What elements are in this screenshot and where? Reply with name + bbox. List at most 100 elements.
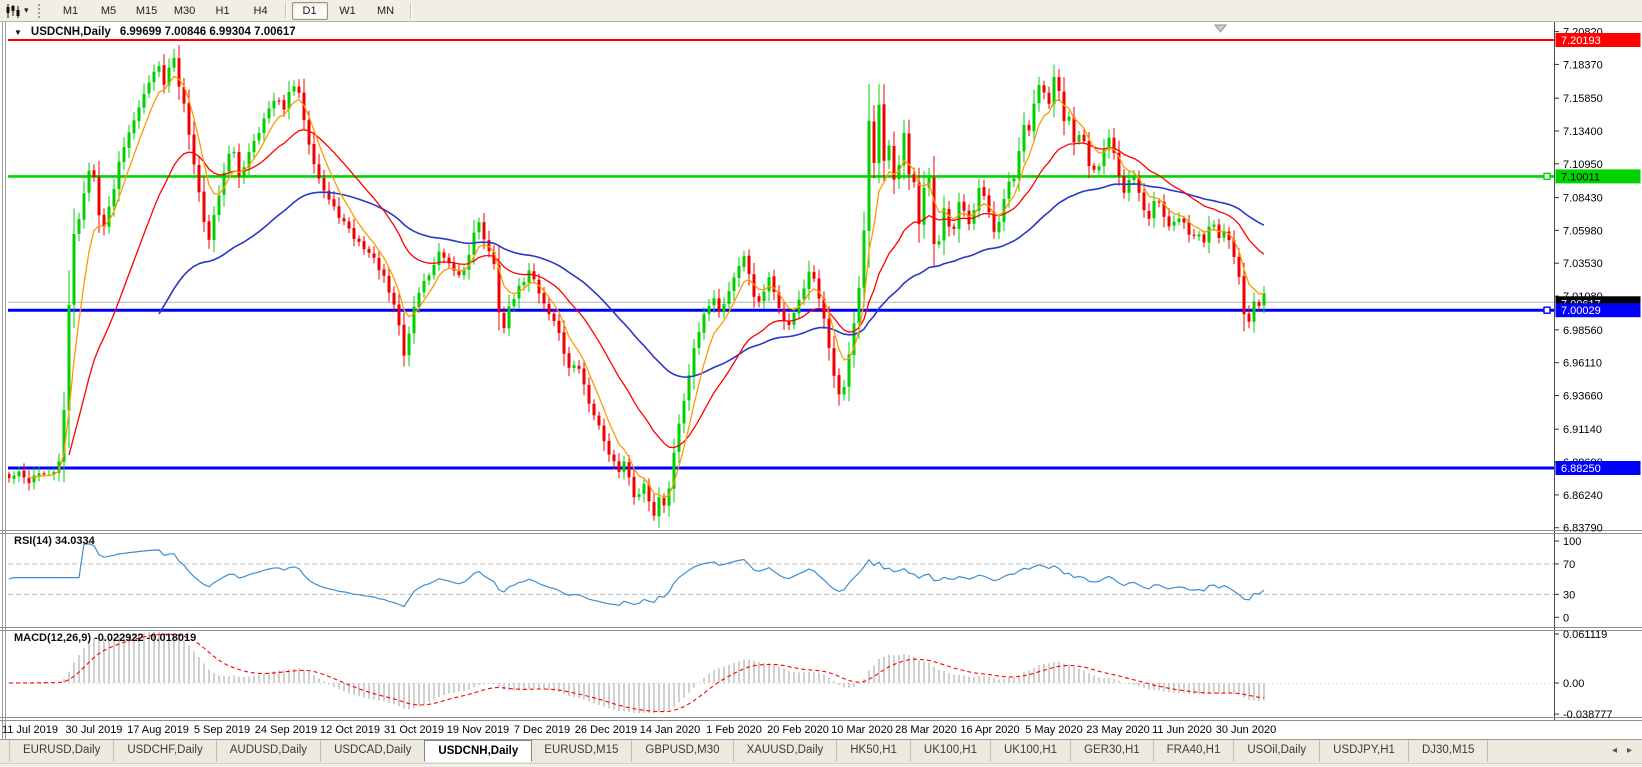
svg-text:28 Mar 2020: 28 Mar 2020	[895, 724, 957, 736]
svg-text:7.20193: 7.20193	[1561, 35, 1601, 47]
hline-handle[interactable]	[1543, 172, 1551, 181]
chart-ohlc-values: 6.99699 7.00846 6.99304 7.00617	[119, 26, 296, 38]
moving-averages-layer	[28, 75, 1265, 499]
timeframe-button-h1[interactable]: H1	[215, 4, 230, 17]
chart-tab-xauusd-daily[interactable]: XAUUSD,Daily	[734, 740, 838, 762]
timeframe-button-m30[interactable]: M30	[173, 4, 196, 17]
svg-text:6.96110: 6.96110	[1563, 358, 1602, 370]
svg-text:24 Sep 2019: 24 Sep 2019	[255, 724, 317, 736]
tab-scroll-left-icon[interactable]: ◂	[1611, 745, 1617, 756]
candlestick-chart-icon	[6, 3, 20, 18]
chart-tabs: EURUSD,Daily USDCHF,Daily AUDUSD,Daily USDC…	[0, 740, 1642, 762]
svg-text:7 Dec 2019: 7 Dec 2019	[514, 724, 570, 736]
chart-symbol-label: USDCNH,Daily	[30, 26, 111, 38]
svg-text:7.10950: 7.10950	[1563, 159, 1603, 171]
svg-text:7.13400: 7.13400	[1563, 126, 1603, 138]
chart-tab-gbpusd-m30[interactable]: GBPUSD,M30	[632, 740, 734, 762]
svg-text:0: 0	[1563, 612, 1569, 624]
ma-slow-line	[158, 183, 1265, 378]
chart-tab-usdchf-daily[interactable]: USDCHF,Daily	[114, 740, 217, 762]
chart-tab-ger30-h1[interactable]: GER30,H1	[1071, 740, 1154, 762]
timeframe-button-h4[interactable]: H4	[253, 4, 268, 17]
toolbar-grip	[37, 3, 44, 18]
svg-text:-0.038777: -0.038777	[1563, 709, 1613, 721]
chart-tab-hk50-h1[interactable]: HK50,H1	[837, 740, 911, 762]
timeframe-button-m5[interactable]: M5	[100, 4, 117, 17]
timeframe-button-mn[interactable]: MN	[376, 4, 395, 17]
status-strip	[0, 763, 1642, 767]
svg-text:26 Dec 2019: 26 Dec 2019	[575, 724, 637, 736]
svg-text:6.86240: 6.86240	[1563, 490, 1603, 502]
svg-text:14 Jan 2020: 14 Jan 2020	[640, 724, 701, 736]
svg-text:6.83790: 6.83790	[1563, 523, 1603, 535]
svg-text:6.91140: 6.91140	[1563, 424, 1602, 436]
chart-tab-bar: EURUSD,Daily USDCHF,Daily AUDUSD,Daily USDC…	[0, 739, 1642, 767]
svg-text:7.10011: 7.10011	[1561, 171, 1600, 183]
svg-text:6.98560: 6.98560	[1563, 325, 1603, 337]
rsi-line	[8, 543, 1265, 608]
chart-tab-usdjpy-h1[interactable]: USDJPY,H1	[1320, 740, 1409, 762]
chart-tab-audusd-daily[interactable]: AUDUSD,Daily	[217, 740, 322, 762]
svg-text:5 Sep 2019: 5 Sep 2019	[194, 724, 250, 736]
svg-text:11 Jul 2019: 11 Jul 2019	[2, 724, 58, 736]
rsi-panel	[8, 543, 1554, 608]
chart-tab-eurusd-daily[interactable]: EURUSD,Daily	[9, 740, 115, 762]
svg-text:7.00029: 7.00029	[1561, 305, 1601, 317]
svg-text:17 Aug 2019: 17 Aug 2019	[127, 724, 189, 736]
rsi-axis: 100 70 30 0	[1554, 536, 1581, 624]
horizontal-level-lines[interactable]	[8, 39, 1554, 470]
svg-text:20 Feb 2020: 20 Feb 2020	[767, 724, 829, 736]
svg-text:7.03530: 7.03530	[1563, 258, 1603, 270]
svg-text:23 May 2020: 23 May 2020	[1086, 724, 1150, 736]
svg-text:6.88250: 6.88250	[1561, 463, 1601, 475]
chart-tab-eurusd-m15[interactable]: EURUSD,M15	[531, 740, 633, 762]
macd-histogram	[13, 632, 1265, 714]
macd-axis: 0.061119 0.00 -0.038777	[1554, 629, 1613, 721]
chevron-down-icon[interactable]: ▾	[24, 5, 29, 15]
timeframe-button-m15[interactable]: M15	[135, 4, 158, 17]
timeframe-button-d1[interactable]: D1	[291, 1, 328, 20]
chart-tab-usdcad-daily[interactable]: USDCAD,Daily	[321, 740, 426, 762]
chart-tab-usoil-daily[interactable]: USOil,Daily	[1234, 740, 1321, 762]
chart-tab-uk100-h1[interactable]: UK100,H1	[911, 740, 991, 762]
tab-scroll-right-icon[interactable]: ▸	[1626, 745, 1632, 756]
hline-handle[interactable]	[1543, 306, 1551, 314]
timeframe-button-m1[interactable]: M1	[62, 4, 79, 17]
svg-text:31 Oct 2019: 31 Oct 2019	[384, 724, 444, 736]
ma-fast-line	[28, 75, 1265, 499]
svg-text:16 Apr 2020: 16 Apr 2020	[960, 724, 1019, 736]
tab-scroll-arrows: ◂ ▸	[1612, 745, 1632, 756]
svg-text:100: 100	[1563, 536, 1581, 548]
chart-type-icon[interactable]	[3, 3, 23, 19]
macd-panel	[8, 632, 1554, 714]
price-axis: 7.208207.183707.158507.134007.109507.084…	[1554, 27, 1603, 535]
candles-layer	[8, 45, 1266, 528]
svg-text:0.061119: 0.061119	[1563, 629, 1607, 641]
chart-tab-uk100-h1[interactable]: UK100,H1	[991, 740, 1072, 762]
svg-text:7.15850: 7.15850	[1563, 93, 1603, 105]
chart-tab-dj30-m15[interactable]: DJ30,M15	[1409, 740, 1489, 762]
toolbar-separator	[409, 3, 411, 18]
chart-tab-usdcnh-daily[interactable]: USDCNH,Daily	[424, 740, 533, 762]
chart-title: ▼ USDCNH,Daily 6.99699 7.00846 6.99304 7…	[14, 26, 296, 38]
svg-text:7.18370: 7.18370	[1563, 59, 1603, 71]
svg-text:30: 30	[1563, 589, 1575, 601]
timeframe-button-w1[interactable]: W1	[339, 4, 356, 17]
svg-text:1 Feb 2020: 1 Feb 2020	[706, 724, 762, 736]
svg-text:5 May 2020: 5 May 2020	[1025, 724, 1082, 736]
toolbar-separator	[284, 3, 286, 18]
time-axis: 11 Jul 2019 30 Jul 2019 17 Aug 2019 5 Sep 2…	[2, 724, 1276, 736]
svg-text:10 Mar 2020: 10 Mar 2020	[831, 724, 893, 736]
timeframe-buttons: M1 M5 M15 M30 H1 H4 D1 W1 MN	[52, 1, 416, 20]
chart-shift-marker-icon[interactable]	[1213, 24, 1228, 33]
chart-tab-fra40-h1[interactable]: FRA40,H1	[1154, 740, 1235, 762]
svg-text:30 Jul 2019: 30 Jul 2019	[66, 724, 123, 736]
ma-mid-line	[68, 129, 1265, 456]
svg-text:7.08430: 7.08430	[1563, 193, 1603, 205]
symbol-dropdown-icon[interactable]: ▼	[14, 27, 22, 37]
window-frame	[0, 21, 1642, 739]
svg-text:0.00: 0.00	[1563, 678, 1584, 690]
